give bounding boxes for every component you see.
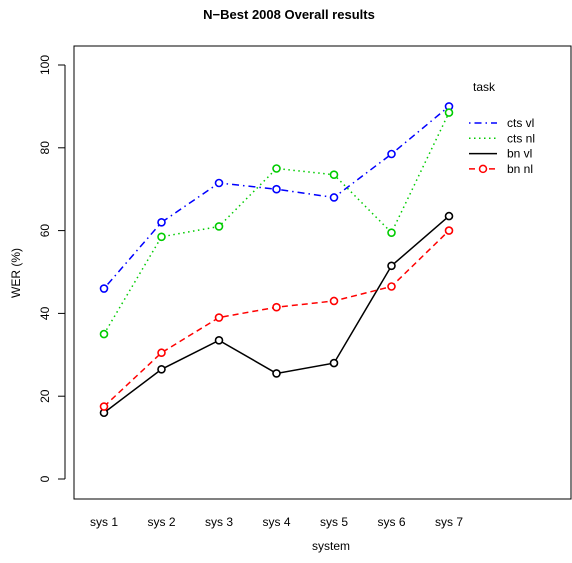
x-tick-label: sys 3 — [205, 515, 233, 529]
y-tick-label: 80 — [38, 141, 52, 155]
plot-area — [73, 45, 572, 500]
data-point — [444, 211, 454, 221]
data-point — [444, 108, 454, 117]
series-line — [103, 230, 450, 408]
data-point — [329, 358, 339, 368]
x-tick-label: sys 1 — [90, 515, 118, 529]
data-point — [272, 369, 281, 378]
series-bn-nl — [99, 226, 454, 411]
data-point — [214, 178, 224, 188]
x-tick-label: sys 6 — [377, 515, 405, 529]
x-tick-label: sys 7 — [435, 515, 463, 529]
series-cts-vl — [99, 102, 454, 293]
data-point — [329, 193, 339, 202]
x-axis: sys 1 sys 2 sys 3 sys 4 sys 5 sys 6 sys 7 — [90, 515, 463, 529]
y-axis: 0 20 40 60 80 100 — [38, 55, 66, 482]
data-point — [157, 218, 166, 227]
data-point — [157, 232, 166, 242]
data-point — [99, 329, 109, 339]
y-tick-label: 0 — [38, 475, 52, 482]
series-cts-nl — [99, 108, 454, 339]
legend-entry: cts vl — [469, 116, 534, 130]
data-point — [99, 402, 109, 411]
legend-label: cts vl — [507, 116, 534, 130]
series-bn-vl — [99, 211, 454, 418]
data-point — [329, 170, 339, 180]
chart-title: N−Best 2008 Overall results — [203, 7, 375, 22]
data-point — [387, 261, 396, 271]
data-point — [157, 364, 166, 374]
x-tick-label: sys 5 — [320, 515, 348, 529]
data-point — [387, 228, 396, 237]
y-tick-label: 20 — [38, 389, 52, 403]
data-point — [387, 282, 396, 291]
legend-marker — [478, 164, 488, 174]
data-point — [387, 149, 396, 159]
series-line — [103, 112, 450, 335]
x-tick-label: sys 2 — [147, 515, 175, 529]
data-point — [99, 284, 109, 293]
legend-title: task — [473, 80, 496, 94]
y-tick-label: 60 — [38, 224, 52, 238]
plot-border — [73, 45, 572, 500]
data-point — [214, 336, 224, 345]
x-tick-label: sys 4 — [262, 515, 290, 529]
series-line — [103, 215, 450, 414]
data-point — [214, 222, 224, 231]
legend-label: bn nl — [507, 162, 533, 176]
data-point — [272, 302, 281, 312]
legend-label: cts nl — [507, 131, 535, 145]
data-point — [272, 164, 281, 173]
data-point — [157, 348, 166, 358]
data-point — [272, 184, 281, 194]
legend-entry: bn nl — [469, 162, 533, 176]
legend-entry: cts nl — [469, 131, 535, 145]
x-axis-label: system — [312, 539, 350, 553]
y-tick-label: 40 — [38, 306, 52, 320]
data-point — [329, 296, 339, 306]
y-axis-label: WER (%) — [9, 248, 23, 298]
data-point — [214, 313, 224, 322]
y-tick-label: 100 — [38, 55, 52, 75]
legend-label: bn vl — [507, 147, 532, 161]
series-layer — [99, 102, 454, 418]
data-point — [444, 226, 454, 235]
legend-entry: bn vl — [469, 147, 532, 161]
